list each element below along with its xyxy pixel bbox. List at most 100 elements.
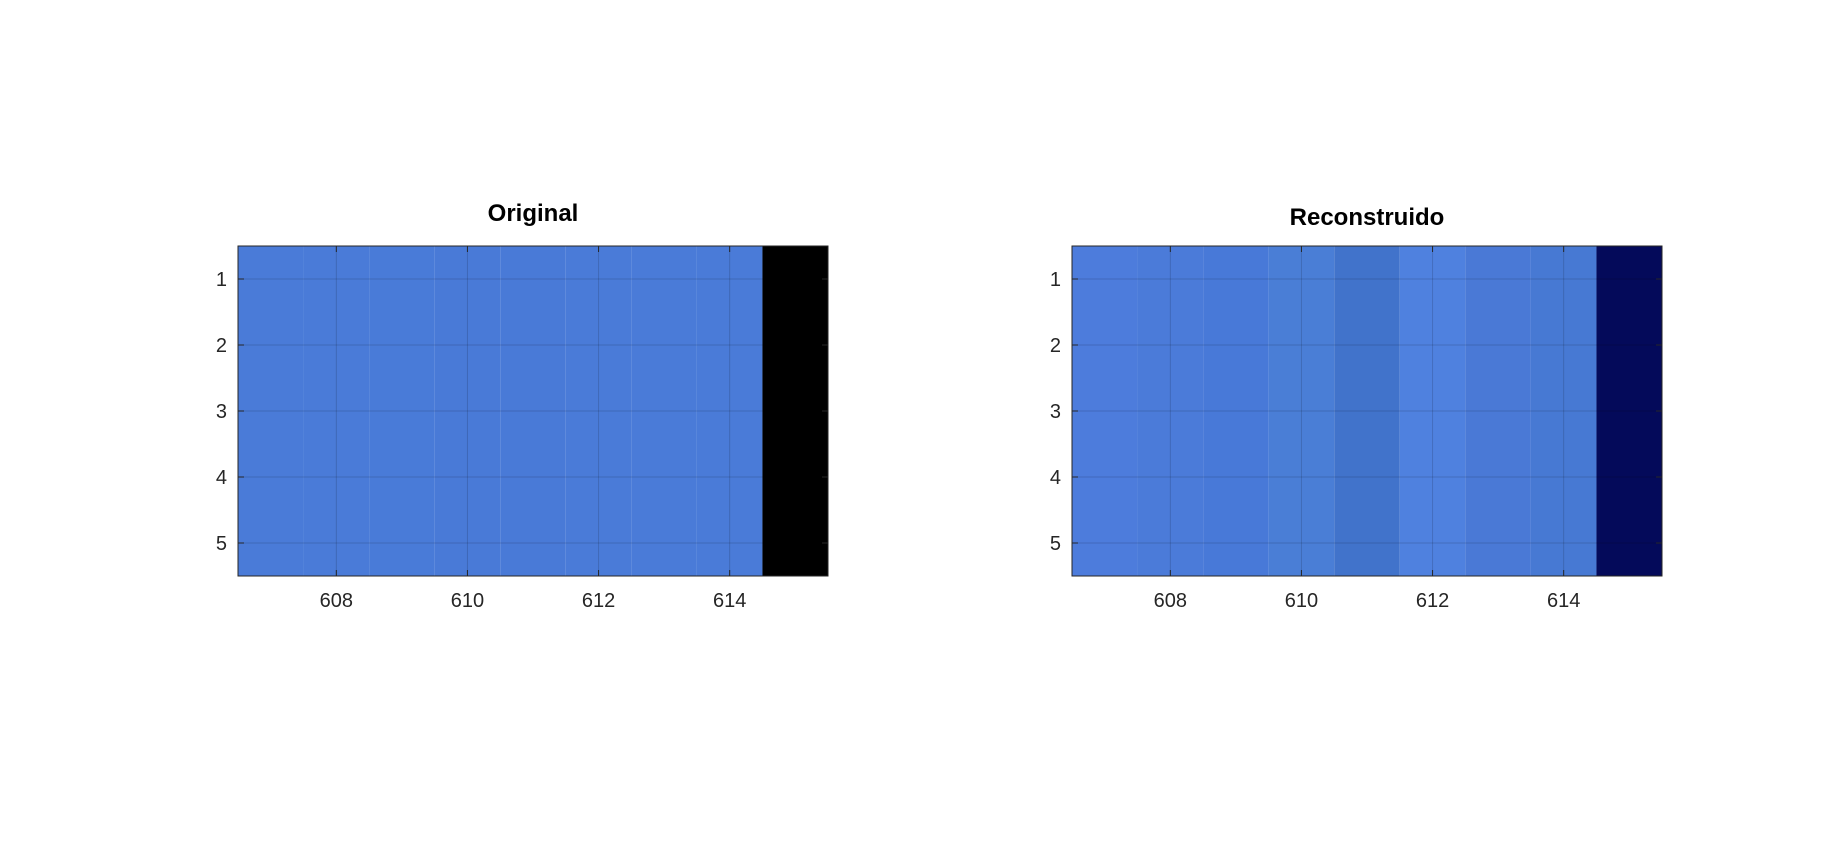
original-cell-612-5 — [565, 510, 632, 576]
reconstructed-cell-608-1 — [1137, 246, 1204, 312]
original-x-tick-label-610: 610 — [451, 590, 484, 612]
original-title: Original — [488, 200, 579, 227]
original-cell-612-2 — [565, 312, 632, 378]
original-cell-613-5 — [631, 510, 697, 576]
original-cell-613-2 — [631, 312, 697, 378]
original-cell-615-3 — [762, 378, 828, 444]
reconstructed-cell-610-1 — [1268, 246, 1335, 312]
original-cell-607-3 — [238, 378, 304, 444]
reconstructed-y-tick-label-5: 5 — [1050, 533, 1061, 555]
original-cell-613-1 — [631, 246, 697, 312]
reconstructed-cell-614-2 — [1530, 312, 1597, 378]
original-cell-611-2 — [500, 312, 566, 378]
reconstructed-panel: 608 610 612 614 1 2 3 4 5 Reconstruido — [1050, 204, 1663, 612]
reconstructed-cell-612-4 — [1399, 444, 1466, 510]
original-cell-613-4 — [631, 444, 697, 510]
reconstructed-x-tick-label-610: 610 — [1285, 590, 1318, 612]
original-cell-607-2 — [238, 312, 304, 378]
reconstructed-cell-613-3 — [1465, 378, 1531, 444]
original-cell-610-2 — [434, 312, 501, 378]
original-y-tick-label-4: 4 — [216, 467, 227, 489]
original-cell-614-3 — [696, 378, 763, 444]
original-cell-607-1 — [238, 246, 304, 312]
reconstructed-cell-607-3 — [1072, 378, 1138, 444]
original-x-tick-label-612: 612 — [582, 590, 615, 612]
reconstructed-cell-609-3 — [1203, 378, 1269, 444]
original-x-tick-label-608: 608 — [320, 590, 353, 612]
reconstructed-cell-607-4 — [1072, 444, 1138, 510]
reconstructed-x-tick-label-612: 612 — [1416, 590, 1449, 612]
original-cell-611-1 — [500, 246, 566, 312]
reconstructed-cell-608-2 — [1137, 312, 1204, 378]
original-cell-609-1 — [369, 246, 435, 312]
reconstructed-cell-612-2 — [1399, 312, 1466, 378]
reconstructed-cell-613-2 — [1465, 312, 1531, 378]
original-cell-615-2 — [762, 312, 828, 378]
original-cell-612-1 — [565, 246, 632, 312]
original-cell-610-1 — [434, 246, 501, 312]
original-cell-607-5 — [238, 510, 304, 576]
reconstructed-cell-610-4 — [1268, 444, 1335, 510]
reconstructed-cell-611-5 — [1334, 510, 1400, 576]
original-cell-609-5 — [369, 510, 435, 576]
reconstructed-axes-frame — [1071, 245, 1663, 577]
original-cell-615-1 — [762, 246, 828, 312]
original-cell-608-5 — [303, 510, 370, 576]
reconstructed-cell-610-3 — [1268, 378, 1335, 444]
original-cell-613-3 — [631, 378, 697, 444]
original-cell-611-4 — [500, 444, 566, 510]
reconstructed-cell-611-2 — [1334, 312, 1400, 378]
original-axes-frame — [237, 245, 829, 577]
reconstructed-y-tick-label-4: 4 — [1050, 467, 1061, 489]
reconstructed-cell-613-5 — [1465, 510, 1531, 576]
reconstructed-cell-607-2 — [1072, 312, 1138, 378]
reconstructed-cell-615-2 — [1596, 312, 1662, 378]
reconstructed-cell-610-5 — [1268, 510, 1335, 576]
reconstructed-y-tick-label-3: 3 — [1050, 401, 1061, 423]
original-cell-615-5 — [762, 510, 828, 576]
original-cell-608-1 — [303, 246, 370, 312]
reconstructed-cell-614-1 — [1530, 246, 1597, 312]
original-y-tick-label-2: 2 — [216, 335, 227, 357]
reconstructed-cell-607-1 — [1072, 246, 1138, 312]
reconstructed-cell-609-2 — [1203, 312, 1269, 378]
reconstructed-title: Reconstruido — [1290, 204, 1445, 231]
original-cell-608-2 — [303, 312, 370, 378]
reconstructed-cell-607-5 — [1072, 510, 1138, 576]
reconstructed-y-tick-label-1: 1 — [1050, 269, 1061, 291]
reconstructed-cell-612-5 — [1399, 510, 1466, 576]
original-y-tick-label-1: 1 — [216, 269, 227, 291]
original-cell-610-4 — [434, 444, 501, 510]
original-cell-609-2 — [369, 312, 435, 378]
original-cell-608-4 — [303, 444, 370, 510]
original-cell-614-4 — [696, 444, 763, 510]
original-cell-609-4 — [369, 444, 435, 510]
original-cell-614-2 — [696, 312, 763, 378]
original-cell-614-5 — [696, 510, 763, 576]
reconstructed-cell-611-4 — [1334, 444, 1400, 510]
reconstructed-cell-615-5 — [1596, 510, 1662, 576]
reconstructed-x-tick-label-614: 614 — [1547, 590, 1580, 612]
reconstructed-y-tick-label-2: 2 — [1050, 335, 1061, 357]
reconstructed-x-tick-label-608: 608 — [1154, 590, 1187, 612]
original-cell-615-4 — [762, 444, 828, 510]
reconstructed-cell-615-1 — [1596, 246, 1662, 312]
reconstructed-cell-608-5 — [1137, 510, 1204, 576]
original-cell-611-5 — [500, 510, 566, 576]
reconstructed-cell-611-1 — [1334, 246, 1400, 312]
reconstructed-cell-613-4 — [1465, 444, 1531, 510]
original-cell-607-4 — [238, 444, 304, 510]
reconstructed-cell-614-4 — [1530, 444, 1597, 510]
original-cell-610-3 — [434, 378, 501, 444]
original-cell-612-3 — [565, 378, 632, 444]
original-x-tick-label-614: 614 — [713, 590, 746, 612]
reconstructed-cell-609-4 — [1203, 444, 1269, 510]
reconstructed-cell-614-3 — [1530, 378, 1597, 444]
reconstructed-cell-613-1 — [1465, 246, 1531, 312]
reconstructed-cell-615-3 — [1596, 378, 1662, 444]
reconstructed-cell-611-3 — [1334, 378, 1400, 444]
original-panel: 608 610 612 614 1 2 3 4 5 Original — [216, 200, 829, 612]
original-cell-612-4 — [565, 444, 632, 510]
original-cell-608-3 — [303, 378, 370, 444]
